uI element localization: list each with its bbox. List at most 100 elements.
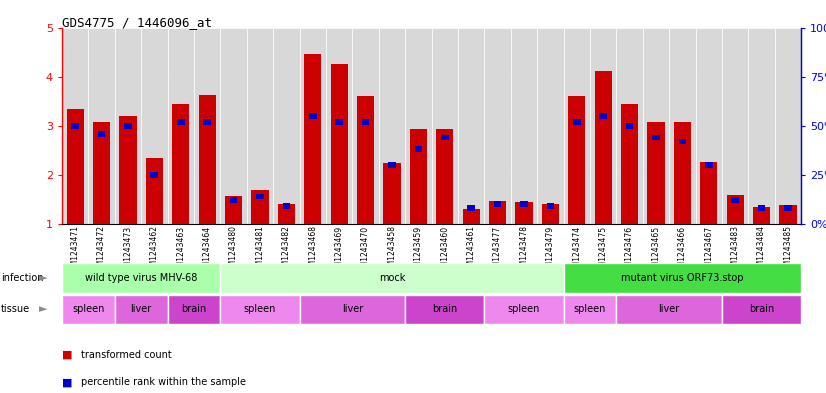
- FancyBboxPatch shape: [510, 28, 537, 224]
- FancyBboxPatch shape: [273, 28, 300, 224]
- Bar: [468, 205, 475, 211]
- Bar: [494, 201, 501, 208]
- Text: ►: ►: [40, 273, 48, 283]
- Text: mock: mock: [379, 273, 406, 283]
- Bar: [547, 204, 554, 209]
- Bar: [515, 202, 533, 224]
- Text: liver: liver: [658, 305, 680, 314]
- Bar: [621, 104, 638, 224]
- Bar: [626, 123, 634, 129]
- Bar: [177, 119, 185, 125]
- FancyBboxPatch shape: [458, 28, 484, 224]
- Bar: [282, 204, 290, 209]
- Text: ■: ■: [62, 350, 73, 360]
- Bar: [653, 134, 660, 140]
- Bar: [568, 96, 586, 224]
- Bar: [648, 122, 665, 224]
- FancyBboxPatch shape: [115, 28, 141, 224]
- Text: brain: brain: [749, 305, 774, 314]
- FancyBboxPatch shape: [616, 295, 722, 324]
- Bar: [731, 197, 739, 204]
- FancyBboxPatch shape: [406, 28, 431, 224]
- Bar: [705, 162, 713, 168]
- FancyBboxPatch shape: [775, 28, 801, 224]
- Bar: [124, 123, 132, 129]
- Bar: [203, 119, 211, 125]
- FancyBboxPatch shape: [194, 28, 221, 224]
- Bar: [727, 195, 743, 224]
- Bar: [441, 134, 449, 140]
- Bar: [674, 122, 691, 224]
- FancyBboxPatch shape: [431, 28, 458, 224]
- FancyBboxPatch shape: [484, 295, 563, 324]
- Bar: [700, 162, 718, 224]
- FancyBboxPatch shape: [406, 295, 484, 324]
- FancyBboxPatch shape: [537, 28, 563, 224]
- FancyBboxPatch shape: [141, 28, 168, 224]
- Bar: [757, 205, 766, 211]
- Bar: [198, 95, 216, 224]
- FancyBboxPatch shape: [353, 28, 379, 224]
- Text: liver: liver: [131, 305, 152, 314]
- FancyBboxPatch shape: [695, 28, 722, 224]
- Text: transformed count: transformed count: [81, 350, 172, 360]
- Bar: [93, 122, 110, 224]
- FancyBboxPatch shape: [563, 28, 590, 224]
- FancyBboxPatch shape: [484, 28, 510, 224]
- FancyBboxPatch shape: [300, 295, 406, 324]
- Text: infection: infection: [1, 273, 43, 283]
- Text: wild type virus MHV-68: wild type virus MHV-68: [85, 273, 197, 283]
- FancyBboxPatch shape: [221, 28, 247, 224]
- Text: spleen: spleen: [72, 305, 105, 314]
- Bar: [780, 205, 796, 224]
- Text: brain: brain: [182, 305, 206, 314]
- Bar: [463, 209, 480, 224]
- Bar: [330, 64, 348, 224]
- Bar: [415, 146, 422, 152]
- Bar: [520, 201, 528, 208]
- FancyBboxPatch shape: [168, 28, 194, 224]
- FancyBboxPatch shape: [563, 295, 616, 324]
- FancyBboxPatch shape: [643, 28, 669, 224]
- Bar: [97, 130, 106, 136]
- Bar: [172, 104, 189, 224]
- Bar: [784, 205, 792, 211]
- Bar: [678, 138, 686, 144]
- Bar: [335, 119, 343, 125]
- Bar: [225, 196, 242, 224]
- Text: tissue: tissue: [1, 305, 30, 314]
- Bar: [150, 172, 159, 178]
- Text: spleen: spleen: [508, 305, 540, 314]
- Text: percentile rank within the sample: percentile rank within the sample: [81, 377, 246, 387]
- Bar: [71, 123, 79, 129]
- Bar: [600, 113, 607, 119]
- Text: ►: ►: [40, 305, 48, 314]
- FancyBboxPatch shape: [748, 28, 775, 224]
- FancyBboxPatch shape: [722, 295, 801, 324]
- FancyBboxPatch shape: [115, 295, 168, 324]
- Bar: [278, 204, 295, 224]
- Bar: [388, 162, 396, 168]
- Bar: [542, 204, 559, 224]
- Bar: [256, 193, 263, 199]
- Bar: [489, 201, 506, 224]
- Text: ■: ■: [62, 377, 73, 387]
- FancyBboxPatch shape: [590, 28, 616, 224]
- Text: GDS4775 / 1446096_at: GDS4775 / 1446096_at: [62, 16, 212, 29]
- FancyBboxPatch shape: [300, 28, 326, 224]
- FancyBboxPatch shape: [221, 295, 300, 324]
- FancyBboxPatch shape: [62, 28, 88, 224]
- FancyBboxPatch shape: [221, 263, 563, 293]
- Bar: [309, 113, 316, 119]
- FancyBboxPatch shape: [168, 295, 221, 324]
- Bar: [120, 116, 136, 224]
- FancyBboxPatch shape: [379, 28, 406, 224]
- FancyBboxPatch shape: [62, 263, 221, 293]
- Bar: [230, 197, 237, 204]
- Bar: [145, 158, 163, 224]
- Bar: [436, 129, 453, 224]
- FancyBboxPatch shape: [669, 28, 695, 224]
- Bar: [304, 53, 321, 224]
- Text: mutant virus ORF73.stop: mutant virus ORF73.stop: [621, 273, 743, 283]
- Bar: [362, 119, 369, 125]
